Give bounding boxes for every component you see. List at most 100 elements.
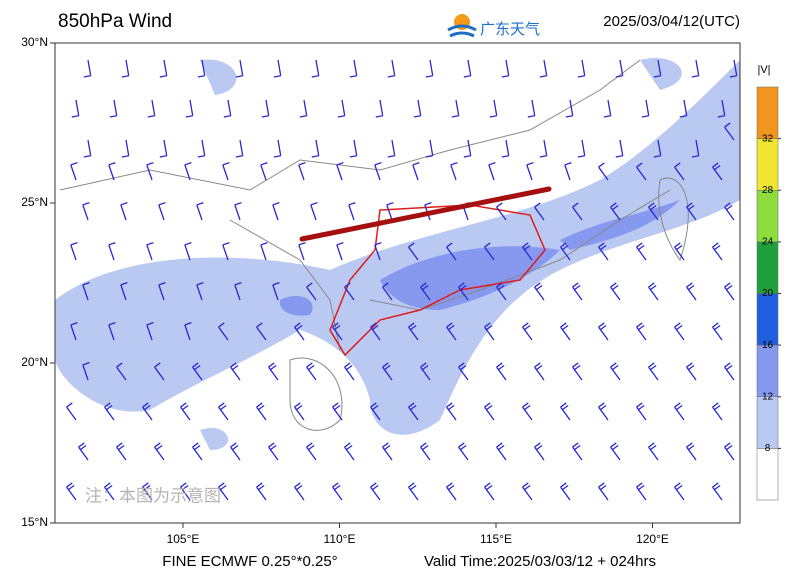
barb-staff — [82, 284, 89, 301]
barb-feather — [712, 322, 719, 328]
barb-staff — [382, 286, 393, 301]
barb-staff — [505, 139, 510, 156]
barb-feather — [142, 482, 149, 488]
barb-feather — [600, 245, 607, 251]
barb-feather — [486, 485, 493, 491]
barb-feather — [610, 362, 617, 368]
barb-feather — [298, 241, 306, 246]
barb-feather — [218, 482, 225, 488]
barb-staff — [412, 164, 419, 181]
barb-feather — [308, 365, 315, 371]
barb-feather — [410, 405, 417, 411]
barb-feather — [486, 405, 493, 411]
barb-feather — [372, 485, 379, 491]
barb-feather — [120, 201, 128, 206]
barb-feather — [422, 285, 429, 291]
barb-staff — [344, 286, 355, 301]
barb-feather — [116, 442, 123, 448]
barb-feather — [425, 75, 433, 78]
barb-feather — [714, 485, 721, 491]
barb-feather — [600, 405, 607, 411]
barb-feather — [408, 402, 415, 408]
barb-feather — [717, 115, 725, 118]
barb-feather — [349, 155, 357, 158]
barb-feather — [724, 202, 731, 208]
barb-feather — [574, 445, 581, 451]
barb-staff — [146, 244, 153, 261]
barb-feather — [336, 241, 344, 246]
barb-feather — [712, 162, 719, 168]
barb-feather — [526, 161, 534, 166]
barb-staff — [75, 99, 80, 116]
barb-feather — [382, 362, 389, 368]
barb-feather — [218, 402, 225, 408]
barb-feather — [294, 482, 301, 488]
map-note: 注：本图为示意图 — [85, 486, 221, 505]
barb-staff — [348, 204, 355, 221]
barb-staff — [408, 246, 419, 261]
barb-staff — [455, 99, 460, 116]
barb-feather — [536, 285, 543, 291]
barb-feather — [460, 445, 467, 451]
barb-feather — [674, 482, 681, 488]
barb-feather — [370, 482, 377, 488]
barb-feather — [372, 405, 379, 411]
barb-feather — [422, 365, 429, 371]
barb-feather — [691, 75, 699, 78]
barb-feather — [120, 281, 128, 286]
colorbar-label: |V| — [757, 64, 770, 76]
barb-feather — [638, 325, 645, 331]
barb-feather — [83, 155, 91, 158]
barb-feather — [446, 322, 453, 328]
barb-staff — [116, 366, 127, 381]
barb-staff — [645, 99, 650, 116]
barb-feather — [82, 201, 90, 206]
barb-feather — [375, 115, 383, 118]
barb-staff — [272, 204, 279, 221]
barb-feather — [159, 155, 167, 158]
colorbar-tick-label: 16 — [762, 340, 774, 351]
barb-feather — [679, 115, 687, 118]
barb-staff — [306, 286, 317, 301]
barb-feather — [724, 282, 731, 288]
barb-feather — [560, 402, 567, 408]
barb-staff — [657, 139, 662, 156]
barb-feather — [306, 362, 313, 368]
barb-staff — [70, 324, 77, 341]
lat-tick-label: 30°N — [21, 35, 48, 49]
barb-feather — [158, 201, 166, 206]
barb-feather — [346, 365, 353, 371]
barb-feather — [70, 161, 78, 166]
barb-staff — [108, 324, 115, 341]
barb-feather — [598, 162, 605, 168]
barb-staff — [189, 99, 194, 116]
barb-feather — [674, 322, 681, 328]
barb-feather — [196, 281, 204, 286]
barb-feather — [501, 75, 509, 78]
barb-staff — [657, 59, 662, 76]
barb-feather — [420, 282, 427, 288]
barb-staff — [298, 244, 305, 261]
barb-feather — [522, 482, 529, 488]
barb-feather — [610, 282, 617, 288]
barb-feather — [726, 445, 733, 451]
barb-feather — [273, 155, 281, 158]
barb-feather — [536, 365, 543, 371]
barb-feather — [222, 241, 230, 246]
barb-feather — [387, 155, 395, 158]
barb-staff — [598, 166, 609, 181]
barb-staff — [158, 204, 165, 221]
barb-feather — [648, 282, 655, 288]
barb-feather — [638, 405, 645, 411]
barb-feather — [344, 362, 351, 368]
barb-feather — [108, 161, 116, 166]
barb-staff — [446, 246, 457, 261]
barb-feather — [712, 402, 719, 408]
barb-feather — [484, 322, 491, 328]
barb-feather — [382, 442, 389, 448]
barb-feather — [598, 242, 605, 248]
barb-feather — [612, 365, 619, 371]
barb-feather — [192, 442, 199, 448]
barb-feather — [572, 362, 579, 368]
